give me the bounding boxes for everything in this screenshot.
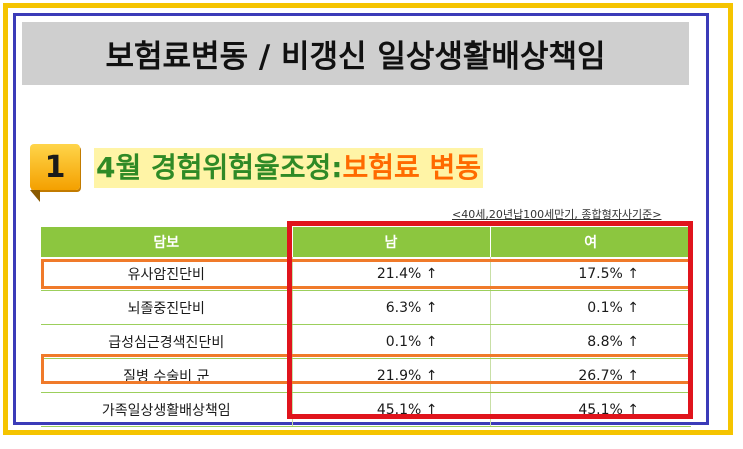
section-title-orange: 보험료 변동 <box>342 151 482 184</box>
female-rate-cell: 8.8% ↑ <box>490 324 691 359</box>
section-number: 1 <box>44 149 66 185</box>
section-title: 4월 경험위험율조정:보험료 변동 <box>94 148 484 188</box>
header-male: 남 <box>292 227 491 257</box>
table-row: 급성심근경색진단비 0.1% ↑ 8.8% ↑ <box>41 324 691 359</box>
female-rate-cell: 26.7% ↑ <box>490 358 691 393</box>
male-rate-cell: 21.9% ↑ <box>292 358 491 393</box>
coverage-cell: 가족일상생활배상책임 <box>41 392 293 427</box>
badge-fold-icon <box>30 190 40 202</box>
section-heading: 1 4월 경험위험율조정:보험료 변동 <box>30 138 690 208</box>
header-female: 여 <box>490 227 691 257</box>
female-rate-cell: 0.1% ↑ <box>490 290 691 325</box>
coverage-cell: 급성심근경색진단비 <box>41 324 293 359</box>
female-rate-cell: 17.5% ↑ <box>490 257 691 291</box>
male-rate-cell: 45.1% ↑ <box>292 392 491 427</box>
section-number-badge: 1 <box>30 144 80 190</box>
coverage-cell: 유사암진단비 <box>41 257 293 291</box>
table-note: <40세,20년납100세만기, 종합형자사기준> <box>452 208 662 221</box>
male-rate-cell: 6.3% ↑ <box>292 290 491 325</box>
header-coverage: 담보 <box>41 227 293 257</box>
rate-table: 담보 남 여 유사암진단비 21.4% ↑ 17.5% ↑ 뇌졸중진단비 6.3… <box>41 227 691 427</box>
male-rate-cell: 21.4% ↑ <box>292 257 491 291</box>
section-title-green: 4월 경험위험율조정: <box>96 151 343 184</box>
table-row: 뇌졸중진단비 6.3% ↑ 0.1% ↑ <box>41 290 691 325</box>
coverage-cell: 뇌졸중진단비 <box>41 290 293 325</box>
coverage-cell: 질병 수술비 군 <box>41 358 293 393</box>
table-row: 질병 수술비 군 21.9% ↑ 26.7% ↑ <box>41 358 691 393</box>
table-header-row: 담보 남 여 <box>41 227 691 257</box>
page-title: 보험료변동 / 비갱신 일상생활배상책임 <box>105 39 606 75</box>
male-rate-cell: 0.1% ↑ <box>292 324 491 359</box>
table-row: 유사암진단비 21.4% ↑ 17.5% ↑ <box>41 257 691 291</box>
rate-table-wrap: 담보 남 여 유사암진단비 21.4% ↑ 17.5% ↑ 뇌졸중진단비 6.3… <box>41 227 691 427</box>
female-rate-cell: 45.1% ↑ <box>490 392 691 427</box>
title-banner: 보험료변동 / 비갱신 일상생활배상책임 <box>22 22 689 85</box>
table-row: 가족일상생활배상책임 45.1% ↑ 45.1% ↑ <box>41 392 691 427</box>
